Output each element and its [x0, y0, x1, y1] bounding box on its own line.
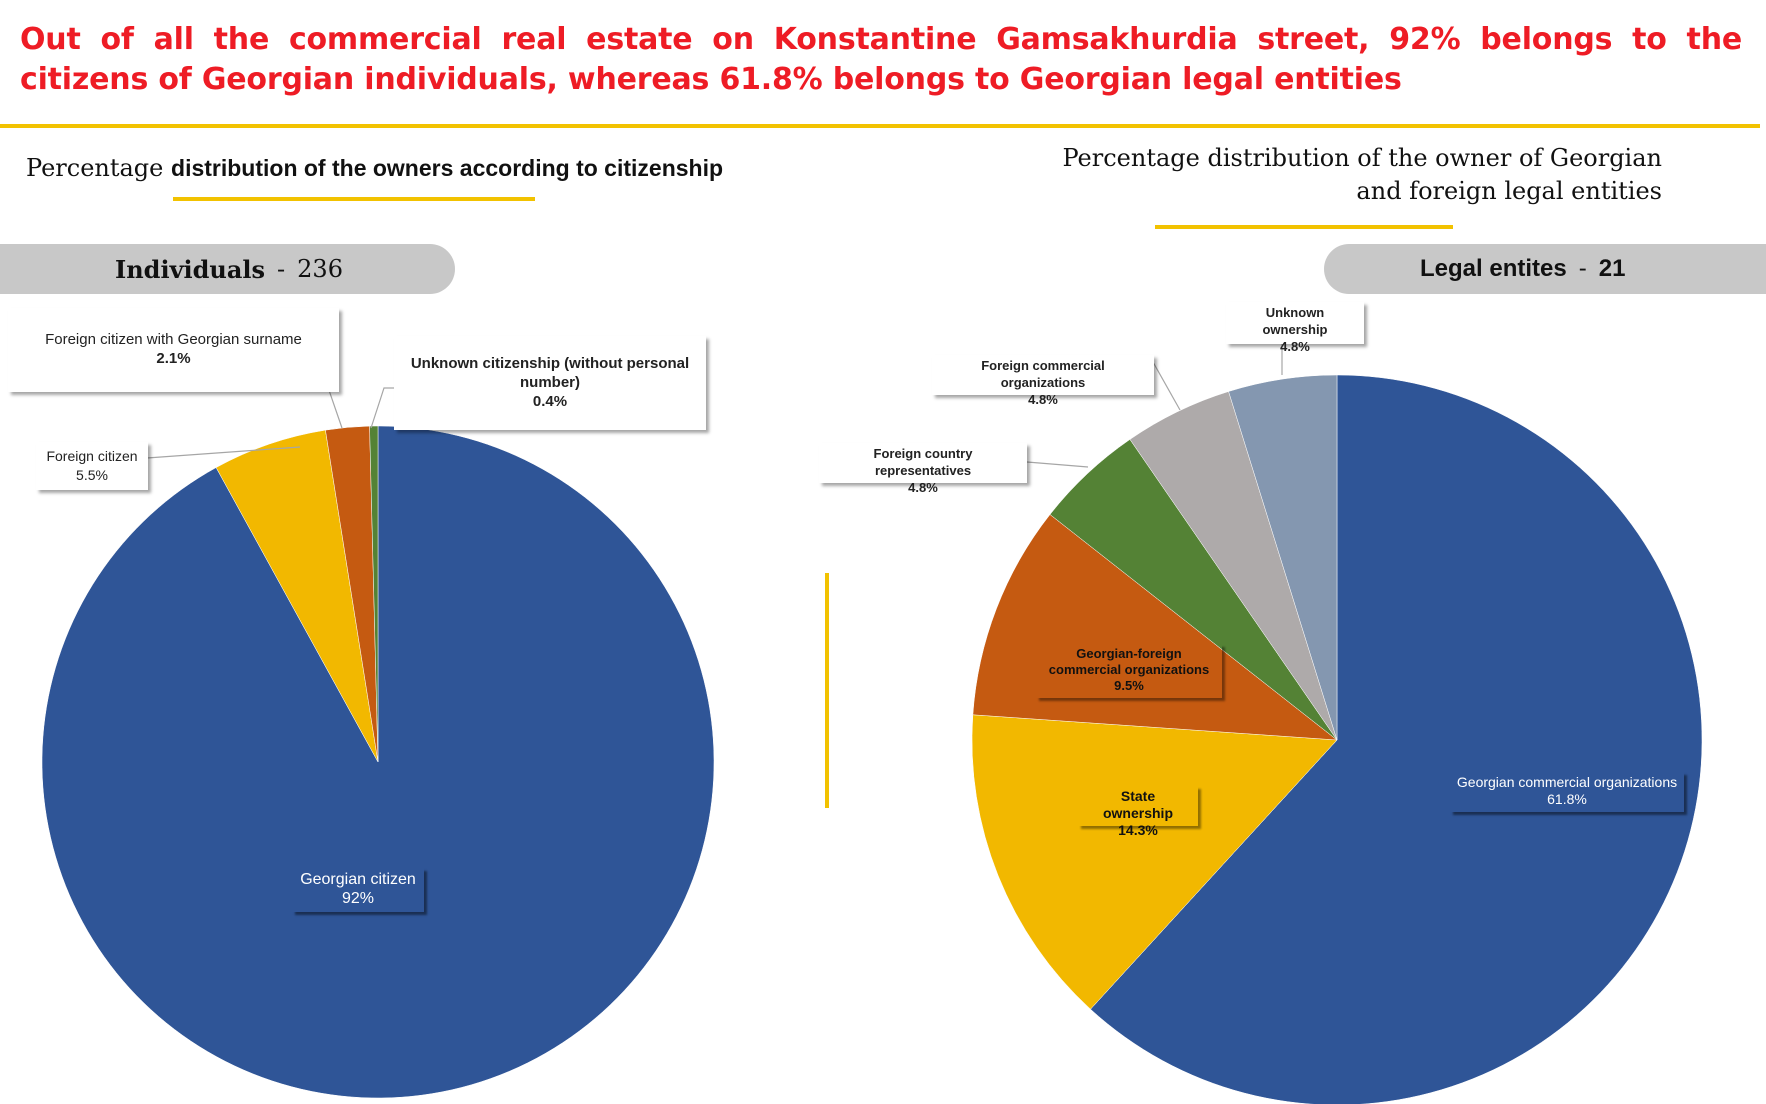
slice-label: Georgian citizen	[300, 871, 416, 888]
label-unknown-ownership: Unknown ownership 4.8%	[1226, 302, 1364, 354]
slice-label: Unknown citizenship (without personal nu…	[410, 355, 690, 391]
slice-value: 4.8%	[1028, 392, 1058, 407]
individuals-sep: -	[277, 255, 286, 283]
slice-value: 14.3%	[1118, 822, 1158, 838]
top-divider	[0, 124, 1760, 128]
slice-label: Foreign citizen with Georgian surname	[45, 331, 302, 348]
right-title-underline	[1155, 225, 1453, 229]
slice-value: 5.5%	[76, 467, 108, 483]
legal-entities-count: 21	[1598, 255, 1626, 282]
pie-individuals	[41, 425, 715, 1099]
pie-slice-state-ownership	[971, 714, 1338, 1010]
leader-foreign-citizen	[146, 446, 301, 459]
label-georgian-commercial: Georgian commercial organizations 61.8%	[1450, 772, 1684, 812]
left-title-underline	[173, 197, 535, 201]
label-foreign-georgian-surname: Foreign citizen with Georgian surname 2.…	[8, 308, 339, 392]
pie-slice-unknown-citizenship-without-personal-number	[369, 425, 379, 763]
slice-label: Foreign citizen	[46, 448, 138, 464]
slice-value: 92%	[341, 890, 375, 907]
left-title-prefix: Percentage	[26, 154, 164, 182]
label-foreign-commercial: Foreign commercial organizations 4.8%	[932, 355, 1154, 407]
headline: Out of all the commercial real estate on…	[20, 22, 1742, 97]
label-georgian-citizen: Georgian citizen 92%	[292, 868, 424, 912]
label-georgian-foreign-commercial: Georgian-foreign commercial organization…	[1036, 644, 1222, 698]
left-chart-title: Percentage distribution of the owners ac…	[26, 154, 723, 182]
pie-slice-unknown-ownership	[1228, 374, 1338, 741]
slice-label: Georgian commercial organizations	[1456, 774, 1678, 790]
individuals-count: 236	[297, 255, 343, 283]
right-title-line1: Percentage distribution of the owner of …	[1062, 144, 1662, 172]
pie-legal-entities	[971, 374, 1703, 1104]
slice-label: State ownership	[1102, 788, 1173, 821]
slice-label: Unknown ownership	[1262, 305, 1328, 337]
slice-label: Foreign country representatives	[873, 446, 973, 478]
center-divider	[825, 573, 829, 808]
slice-value: 9.5%	[1114, 678, 1144, 693]
left-title-rest: distribution of the owners according to …	[171, 155, 724, 181]
right-chart-title: Percentage distribution of the owner of …	[1030, 142, 1662, 208]
individuals-label: Individuals	[115, 254, 266, 284]
individuals-pill: Individuals - 236	[0, 244, 455, 294]
pie-slice-georgian-foreign-commercial-organizations	[972, 514, 1338, 741]
slice-value: 2.1%	[156, 350, 191, 367]
pie-slice-georgian-commercial-organizations	[1090, 374, 1703, 1104]
slice-value: 0.4%	[532, 393, 568, 410]
leader-unknown-citizenship	[370, 387, 394, 429]
slice-label: Georgian-foreign commercial organization…	[1048, 646, 1210, 677]
label-foreign-country-reps: Foreign country representatives 4.8%	[819, 443, 1027, 495]
slice-label: Foreign commercial organizations	[981, 358, 1105, 390]
leader-foreign-commercial	[1152, 361, 1181, 411]
legal-entities-label: Legal entites	[1420, 255, 1567, 282]
slice-value: 4.8%	[908, 480, 938, 495]
leader-foreign-country-reps	[1026, 461, 1089, 468]
legal-entities-pill: Legal entites - 21	[1324, 244, 1766, 294]
legal-entities-sep: -	[1578, 255, 1587, 282]
right-title-line2: and foreign legal entities	[1356, 177, 1662, 205]
label-foreign-citizen: Foreign citizen 5.5%	[36, 442, 148, 490]
slice-value: 4.8%	[1280, 339, 1310, 354]
label-state-ownership: State ownership 14.3%	[1078, 786, 1198, 838]
slice-value: 61.8%	[1547, 791, 1587, 807]
label-unknown-citizenship: Unknown citizenship (without personal nu…	[394, 336, 706, 430]
